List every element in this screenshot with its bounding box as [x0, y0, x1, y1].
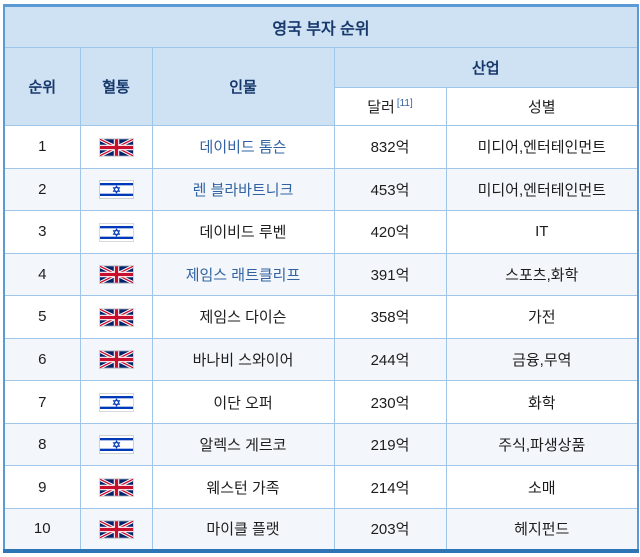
dollar-cell: 358억	[333, 295, 447, 339]
industry-cell: 가전	[445, 295, 639, 339]
person-name: 제임스 다이슨	[199, 309, 287, 327]
table-row: 1 데이비드 톰슨 832억 미디어,엔터테인먼트	[3, 125, 639, 169]
table-row: 4 제임스 래트클리프 391억 스포츠,화학	[3, 252, 639, 297]
person-cell: 이단 오퍼	[151, 380, 335, 424]
person-name: 데이비드 루벤	[199, 224, 287, 242]
column-subheader-dollar: 달러 [11]	[333, 87, 447, 126]
rank-cell: 3	[3, 210, 81, 254]
industry-cell: 미디어,엔터테인먼트	[445, 167, 639, 212]
table-row: 7 이단 오퍼 230억 화학	[3, 380, 639, 424]
israel-flag-icon	[99, 223, 133, 241]
uk-flag-icon	[100, 479, 133, 496]
flag-cell	[79, 507, 153, 552]
rank-cell: 4	[3, 252, 81, 297]
dollar-cell: 391억	[333, 252, 447, 297]
rank-cell: 9	[3, 465, 81, 509]
dollar-cell: 214억	[333, 465, 447, 509]
table-title: 영국 부자 순위	[3, 5, 639, 48]
rank-cell: 10	[3, 507, 81, 552]
table-row: 2 렌 블라바트니크 453억 미디어,엔터테인먼트	[3, 167, 639, 212]
person-cell: 제임스 다이슨	[151, 295, 335, 339]
person-cell: 데이비드 루벤	[151, 210, 335, 254]
uk-flag-icon	[100, 139, 133, 156]
dollar-cell: 420억	[333, 210, 447, 254]
column-header-industry: 산업	[333, 47, 639, 88]
dollar-cell: 453억	[333, 167, 447, 212]
column-header-rank: 순위	[3, 47, 81, 126]
person-cell: 제임스 래트클리프	[151, 252, 335, 297]
person-name: 바나비 스와이어	[192, 352, 294, 369]
person-cell: 마이클 플랫	[151, 507, 335, 552]
rich-list-table: 영국 부자 순위 순위 혈통 인물 산업 달러 [11] 성별 1	[3, 4, 640, 553]
table-row: 6 바나비 스와이어 244억 금융,무역	[3, 337, 639, 382]
rank-cell: 7	[3, 380, 81, 424]
industry-cell: 소매	[445, 465, 639, 509]
person-link[interactable]: 데이비드 톰슨	[199, 139, 287, 157]
dollar-cell: 244억	[333, 337, 447, 382]
rank-cell: 8	[3, 422, 81, 467]
israel-flag-icon	[99, 436, 133, 454]
person-link[interactable]: 렌 블라바트니크	[192, 181, 294, 199]
flag-cell	[79, 380, 153, 424]
uk-flag-icon	[100, 521, 133, 538]
person-cell: 렌 블라바트니크	[151, 167, 335, 212]
column-header-lineage: 혈통	[79, 47, 153, 126]
column-header-person: 인물	[151, 47, 335, 126]
rank-cell: 2	[3, 167, 81, 212]
rank-cell: 1	[3, 125, 81, 169]
person-name: 알렉스 게르코	[199, 437, 287, 455]
flag-cell	[79, 210, 153, 254]
person-cell: 데이비드 톰슨	[151, 125, 335, 169]
flag-cell	[79, 295, 153, 339]
flag-cell	[79, 422, 153, 467]
rank-cell: 6	[3, 337, 81, 382]
flag-cell	[79, 252, 153, 297]
israel-flag-icon	[99, 181, 133, 199]
column-subheader-gender: 성별	[445, 87, 639, 126]
flag-cell	[79, 465, 153, 509]
person-cell: 웨스턴 가족	[151, 465, 335, 509]
industry-cell: 화학	[445, 380, 639, 424]
flag-cell	[79, 337, 153, 382]
rank-cell: 5	[3, 295, 81, 339]
person-name: 이단 오퍼	[213, 394, 273, 412]
industry-cell: 주식,파생상품	[445, 422, 639, 467]
person-cell: 바나비 스와이어	[151, 337, 335, 382]
dollar-cell: 219억	[333, 422, 447, 467]
industry-cell: 금융,무역	[445, 337, 639, 382]
israel-flag-icon	[99, 393, 133, 411]
table-row: 9 웨스턴 가족 214억 소매	[3, 465, 639, 509]
footnote-link[interactable]: [11]	[396, 98, 413, 109]
industry-cell: 미디어,엔터테인먼트	[445, 125, 639, 169]
dollar-cell: 203억	[333, 507, 447, 552]
uk-flag-icon	[100, 266, 133, 283]
person-link[interactable]: 제임스 래트클리프	[185, 266, 301, 284]
person-name: 웨스턴 가족	[206, 479, 280, 497]
person-cell: 알렉스 게르코	[151, 422, 335, 467]
table-row: 3 데이비드 루벤 420억 IT	[3, 210, 639, 254]
uk-flag-icon	[100, 351, 133, 368]
person-name: 마이클 플랫	[206, 521, 280, 539]
industry-cell: IT	[445, 210, 639, 254]
dollar-label: 달러	[367, 99, 395, 116]
uk-flag-icon	[100, 309, 133, 326]
table-row: 10 마이클 플랫 203억 헤지펀드	[3, 507, 639, 552]
dollar-cell: 832억	[333, 125, 447, 169]
flag-cell	[79, 167, 153, 212]
table-row: 8 알렉스 게르코 219억 주식,파생상품	[3, 422, 639, 467]
table-row: 5 제임스 다이슨 358억 가전	[3, 295, 639, 339]
industry-cell: 스포츠,화학	[445, 252, 639, 297]
dollar-cell: 230억	[333, 380, 447, 424]
industry-cell: 헤지펀드	[445, 507, 639, 552]
flag-cell	[79, 125, 153, 169]
